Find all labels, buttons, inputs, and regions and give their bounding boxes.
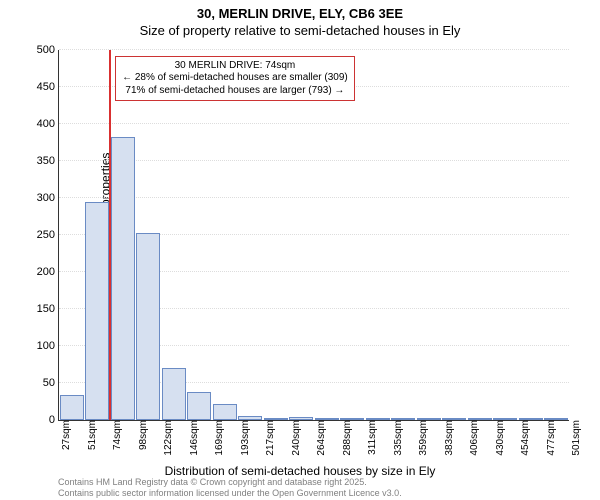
x-tick-label: 430sqm: [493, 420, 506, 456]
gridline: [59, 49, 569, 50]
x-tick-label: 264sqm: [314, 420, 327, 456]
x-tick-label: 27sqm: [59, 420, 72, 450]
y-tick-label: 200: [37, 266, 59, 278]
x-tick-label: 477sqm: [544, 420, 557, 456]
gridline: [59, 160, 569, 161]
gridline: [59, 123, 569, 124]
y-tick-label: 150: [37, 303, 59, 315]
x-tick-label: 217sqm: [263, 420, 276, 456]
x-tick-label: 383sqm: [442, 420, 455, 456]
callout-line: 30 MERLIN DRIVE: 74sqm: [122, 60, 348, 73]
property-marker-line: [109, 50, 111, 420]
histogram-bar: [111, 137, 135, 420]
y-tick-label: 0: [49, 414, 59, 426]
x-tick-label: 98sqm: [136, 420, 149, 450]
histogram-bar: [60, 395, 84, 420]
histogram-bar: [162, 368, 186, 420]
x-tick-label: 335sqm: [391, 420, 404, 456]
x-tick-label: 122sqm: [161, 420, 174, 456]
y-tick-label: 450: [37, 81, 59, 93]
y-tick-label: 100: [37, 340, 59, 352]
x-tick-label: 169sqm: [212, 420, 225, 456]
x-tick-label: 501sqm: [569, 420, 582, 456]
x-tick-label: 51sqm: [85, 420, 98, 450]
x-tick-label: 359sqm: [416, 420, 429, 456]
attribution-line: Contains HM Land Registry data © Crown c…: [58, 477, 402, 487]
y-tick-label: 400: [37, 118, 59, 130]
x-tick-label: 146sqm: [187, 420, 200, 456]
y-tick-label: 350: [37, 155, 59, 167]
property-callout: 30 MERLIN DRIVE: 74sqm← 28% of semi-deta…: [115, 56, 355, 102]
attribution-line: Contains public sector information licen…: [58, 488, 402, 498]
x-tick-label: 193sqm: [238, 420, 251, 456]
y-tick-label: 300: [37, 192, 59, 204]
plot-area: 05010015020025030035040045050027sqm51sqm…: [58, 50, 569, 421]
y-tick-label: 50: [43, 377, 59, 389]
y-tick-label: 500: [37, 44, 59, 56]
x-tick-label: 288sqm: [340, 420, 353, 456]
x-tick-label: 406sqm: [467, 420, 480, 456]
title-line1: 30, MERLIN DRIVE, ELY, CB6 3EE: [0, 6, 600, 23]
callout-line: 71% of semi-detached houses are larger (…: [122, 85, 348, 98]
histogram-bar: [85, 202, 109, 420]
x-tick-label: 311sqm: [365, 420, 378, 455]
histogram-bar: [213, 404, 237, 420]
x-tick-label: 240sqm: [289, 420, 302, 456]
histogram-bar: [187, 392, 211, 420]
callout-line: ← 28% of semi-detached houses are smalle…: [122, 72, 348, 85]
gridline: [59, 197, 569, 198]
chart-title: 30, MERLIN DRIVE, ELY, CB6 3EE Size of p…: [0, 0, 600, 40]
x-axis-label: Distribution of semi-detached houses by …: [0, 464, 600, 478]
histogram-bar: [136, 233, 160, 420]
x-tick-label: 454sqm: [518, 420, 531, 456]
y-tick-label: 250: [37, 229, 59, 241]
attribution-text: Contains HM Land Registry data © Crown c…: [58, 477, 402, 498]
title-line2: Size of property relative to semi-detach…: [0, 23, 600, 40]
x-tick-label: 74sqm: [110, 420, 123, 450]
property-size-histogram: 30, MERLIN DRIVE, ELY, CB6 3EE Size of p…: [0, 0, 600, 500]
